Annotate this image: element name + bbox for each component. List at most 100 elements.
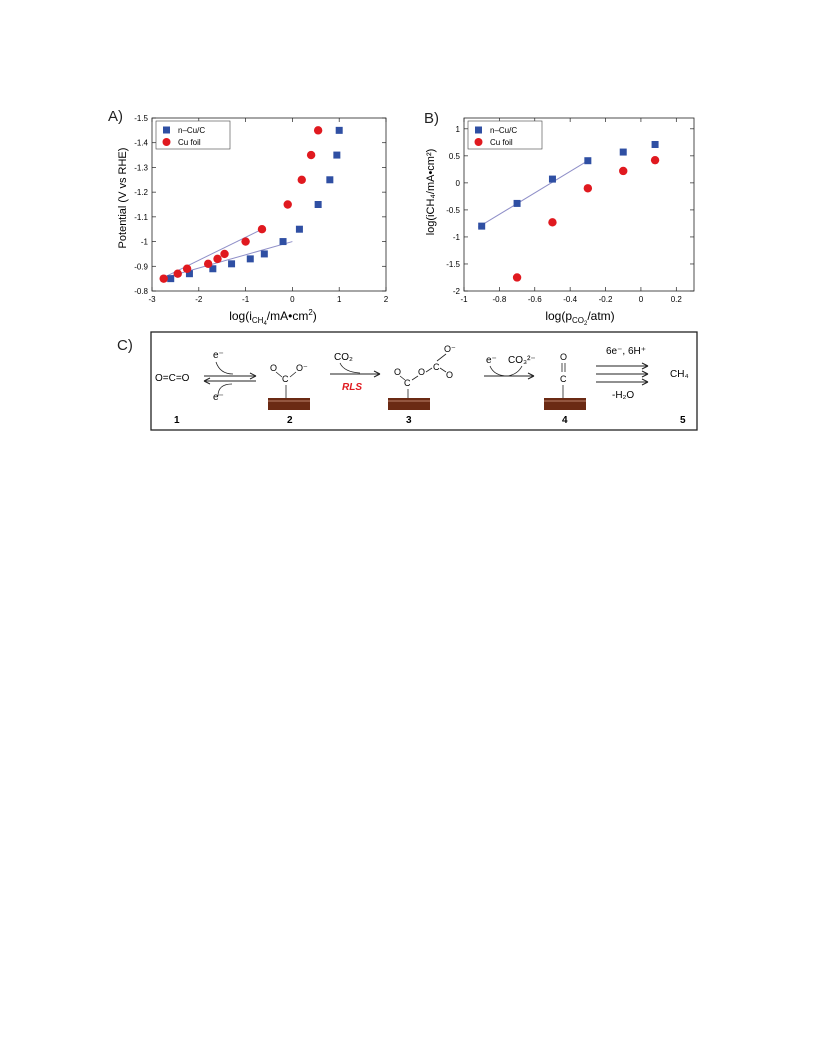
legend-label: Cu foil	[178, 138, 201, 147]
chart-b-ylabel: log(iCH₄/mA•cm²)	[425, 149, 437, 236]
data-point-circle	[283, 200, 292, 209]
x-tick-label: -1	[242, 295, 250, 304]
data-point-square	[584, 157, 592, 165]
svg-text:O⁻: O⁻	[444, 344, 456, 354]
x-tick-label: -0.6	[528, 295, 542, 304]
data-point-square	[513, 199, 521, 207]
chart-b: -1 -0.8 -0.6 -0.4 -0.2 0 0.2-2-1.5-1-0.500.51 …	[425, 117, 695, 327]
plot-frame	[151, 117, 387, 292]
x-tick-label: 0	[639, 295, 644, 304]
legend-label: n–Cu/C	[178, 126, 205, 135]
svg-text:O⁻: O⁻	[296, 363, 308, 373]
data-point-circle	[159, 274, 168, 283]
data-point-square	[279, 238, 287, 246]
y-tick-label: -2	[453, 287, 461, 296]
x-tick-label: -3	[148, 295, 156, 304]
species-number-5: 5	[680, 415, 686, 426]
data-point-square	[260, 250, 268, 258]
x-tick-label: 0.2	[671, 295, 683, 304]
data-point-square	[209, 265, 217, 273]
data-point-circle	[182, 264, 192, 273]
data-point-circle	[512, 273, 522, 282]
carbonate-label: CO₃²⁻	[508, 355, 536, 366]
panel-b-label: B)	[424, 110, 439, 127]
copper-surface-4	[544, 398, 586, 410]
data-point-circle	[213, 254, 222, 264]
electron-curve-1	[215, 361, 234, 375]
y-tick-label: 0.5	[449, 152, 461, 161]
chart-a-xlabel: log(iCH4/mA•cm2)	[229, 308, 317, 327]
svg-text:O: O	[394, 367, 401, 377]
data-point-square	[619, 148, 627, 156]
data-point-circle	[650, 155, 660, 165]
species-4-co-adsorbed: O C	[544, 352, 586, 410]
data-point-circle	[306, 150, 316, 160]
co2-reagent-label: CO₂	[334, 352, 353, 363]
legend-marker-circle	[162, 138, 171, 146]
electron-3-label: e⁻	[486, 355, 497, 366]
y-tick-label: 0	[456, 179, 461, 188]
copper-surface-2	[268, 398, 310, 410]
y-tick-label: -0.8	[134, 287, 148, 296]
species-number-4: 4	[562, 415, 568, 426]
scheme-border	[150, 331, 698, 431]
plot-frame	[463, 117, 695, 292]
data-point-square	[478, 222, 486, 230]
copper-surface-3	[388, 398, 430, 410]
step4-reagents-label: 6e⁻, 6H⁺	[606, 346, 646, 357]
electron-top-label: e⁻	[213, 350, 224, 361]
data-point-square	[314, 201, 322, 208]
legend-marker-circle	[474, 138, 483, 146]
svg-text:O: O	[418, 367, 425, 377]
svg-text:C: C	[433, 362, 440, 372]
data-point-square	[228, 260, 236, 268]
data-point-square	[651, 140, 659, 148]
x-tick-label: -0.2	[599, 295, 613, 304]
species-number-1: 1	[174, 415, 180, 426]
chart-b-xlabel: log(pCO2/atm)	[545, 309, 614, 327]
data-point-square	[167, 275, 175, 283]
y-tick-label: -0.9	[134, 262, 148, 271]
species-number-2: 2	[287, 415, 293, 426]
data-point-square	[548, 175, 556, 183]
chart-a: -3 -2 -1 0 1 2-0.8-0.9-1-1.1-1.2-1.3-1.4-1.5 …	[117, 114, 389, 327]
species-number-3: 3	[406, 415, 412, 426]
x-tick-label: -2	[195, 295, 203, 304]
data-point-circle	[313, 126, 323, 135]
data-point-square	[335, 126, 343, 134]
data-point-square	[326, 176, 334, 184]
species-1-co2: O=C=O	[155, 373, 190, 384]
data-point-circle	[548, 218, 557, 227]
electron-bottom-label: e⁻	[213, 392, 224, 403]
x-tick-label: -0.4	[563, 295, 577, 304]
legend-label: Cu foil	[490, 138, 513, 147]
step4-water-label: -H₂O	[612, 390, 634, 401]
y-tick-label: -1.5	[446, 260, 460, 269]
data-point-square	[246, 255, 254, 263]
y-tick-label: -1.4	[134, 139, 148, 148]
panel-c-label: C)	[117, 337, 133, 354]
y-tick-label: -0.5	[446, 206, 460, 215]
data-point-circle	[297, 175, 306, 184]
y-tick-label: -1.5	[134, 114, 148, 123]
species-3-adduct: O C O C O O⁻	[388, 344, 456, 410]
x-tick-label: 2	[384, 295, 389, 304]
svg-text:C: C	[282, 374, 289, 384]
data-point-circle	[173, 269, 182, 278]
mechanism-scheme: O=C=O e⁻ e⁻ O C O⁻ CO₂ RLS O C O C O O⁻	[150, 331, 698, 431]
data-point-circle	[619, 166, 628, 176]
x-tick-label: -0.8	[492, 295, 506, 304]
fit-line	[477, 160, 589, 228]
species-2-carboxylate: O C O⁻	[268, 363, 310, 410]
data-point-circle	[220, 249, 229, 259]
svg-text:C: C	[560, 374, 567, 384]
x-tick-label: -1	[460, 295, 468, 304]
y-tick-label: 1	[456, 125, 461, 134]
x-tick-label: 1	[337, 295, 342, 304]
data-point-circle	[241, 237, 250, 246]
data-point-circle	[257, 225, 267, 234]
data-point-square	[185, 270, 193, 278]
y-tick-label: -1	[453, 233, 461, 242]
data-point-circle	[583, 184, 593, 193]
rls-label: RLS	[342, 382, 362, 393]
